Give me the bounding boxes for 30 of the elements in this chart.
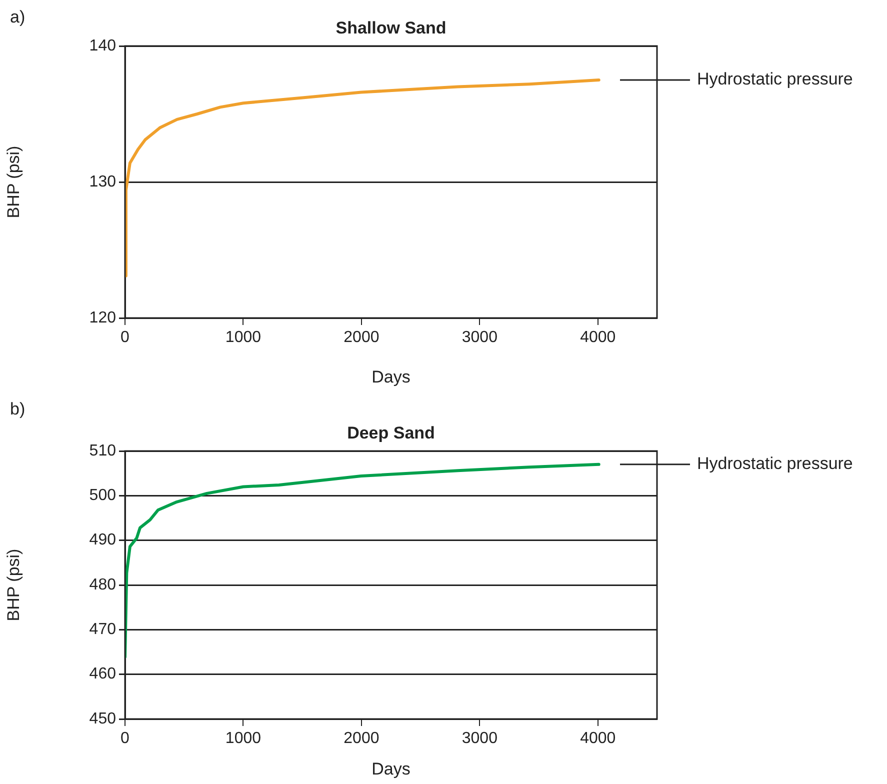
y-tick-label: 120 — [89, 309, 116, 326]
y-tick-label: 470 — [89, 621, 116, 638]
ref-line-label: Hydrostatic pressure — [697, 70, 853, 89]
x-tick-label: 0 — [120, 329, 130, 346]
x-tick-label: 1000 — [225, 730, 262, 748]
y-tick-label: 130 — [89, 173, 116, 190]
y-tick-label: 490 — [89, 532, 116, 549]
x-tick-label: 4000 — [580, 329, 616, 346]
y-tick-label: 140 — [89, 37, 116, 54]
y-tick-label: 450 — [89, 710, 116, 728]
x-tick-label: 2000 — [344, 730, 380, 748]
x-tick-label: 0 — [120, 730, 130, 748]
x-tick-label: 3000 — [462, 730, 498, 748]
x-tick-label: 1000 — [225, 329, 262, 346]
x-axis-title: Days — [372, 367, 410, 386]
x-tick-label: 4000 — [580, 730, 616, 748]
y-tick-label: 510 — [89, 442, 116, 460]
y-axis-title: BHP (psi) — [4, 146, 23, 218]
y-axis-title: BHP (psi) — [4, 548, 23, 622]
x-axis-title: Days — [372, 759, 410, 778]
text: a) — [10, 8, 26, 27]
chart-title: Deep Sand — [347, 424, 435, 443]
ref-line-label: Hydrostatic pressure — [697, 454, 853, 474]
y-tick-label: 480 — [89, 576, 116, 594]
chart-title: Shallow Sand — [336, 18, 446, 38]
text: b) — [10, 400, 26, 419]
x-tick-label: 3000 — [462, 329, 498, 346]
y-tick-label: 500 — [89, 487, 116, 504]
y-tick-label: 460 — [89, 666, 116, 683]
x-tick-label: 2000 — [344, 329, 380, 346]
